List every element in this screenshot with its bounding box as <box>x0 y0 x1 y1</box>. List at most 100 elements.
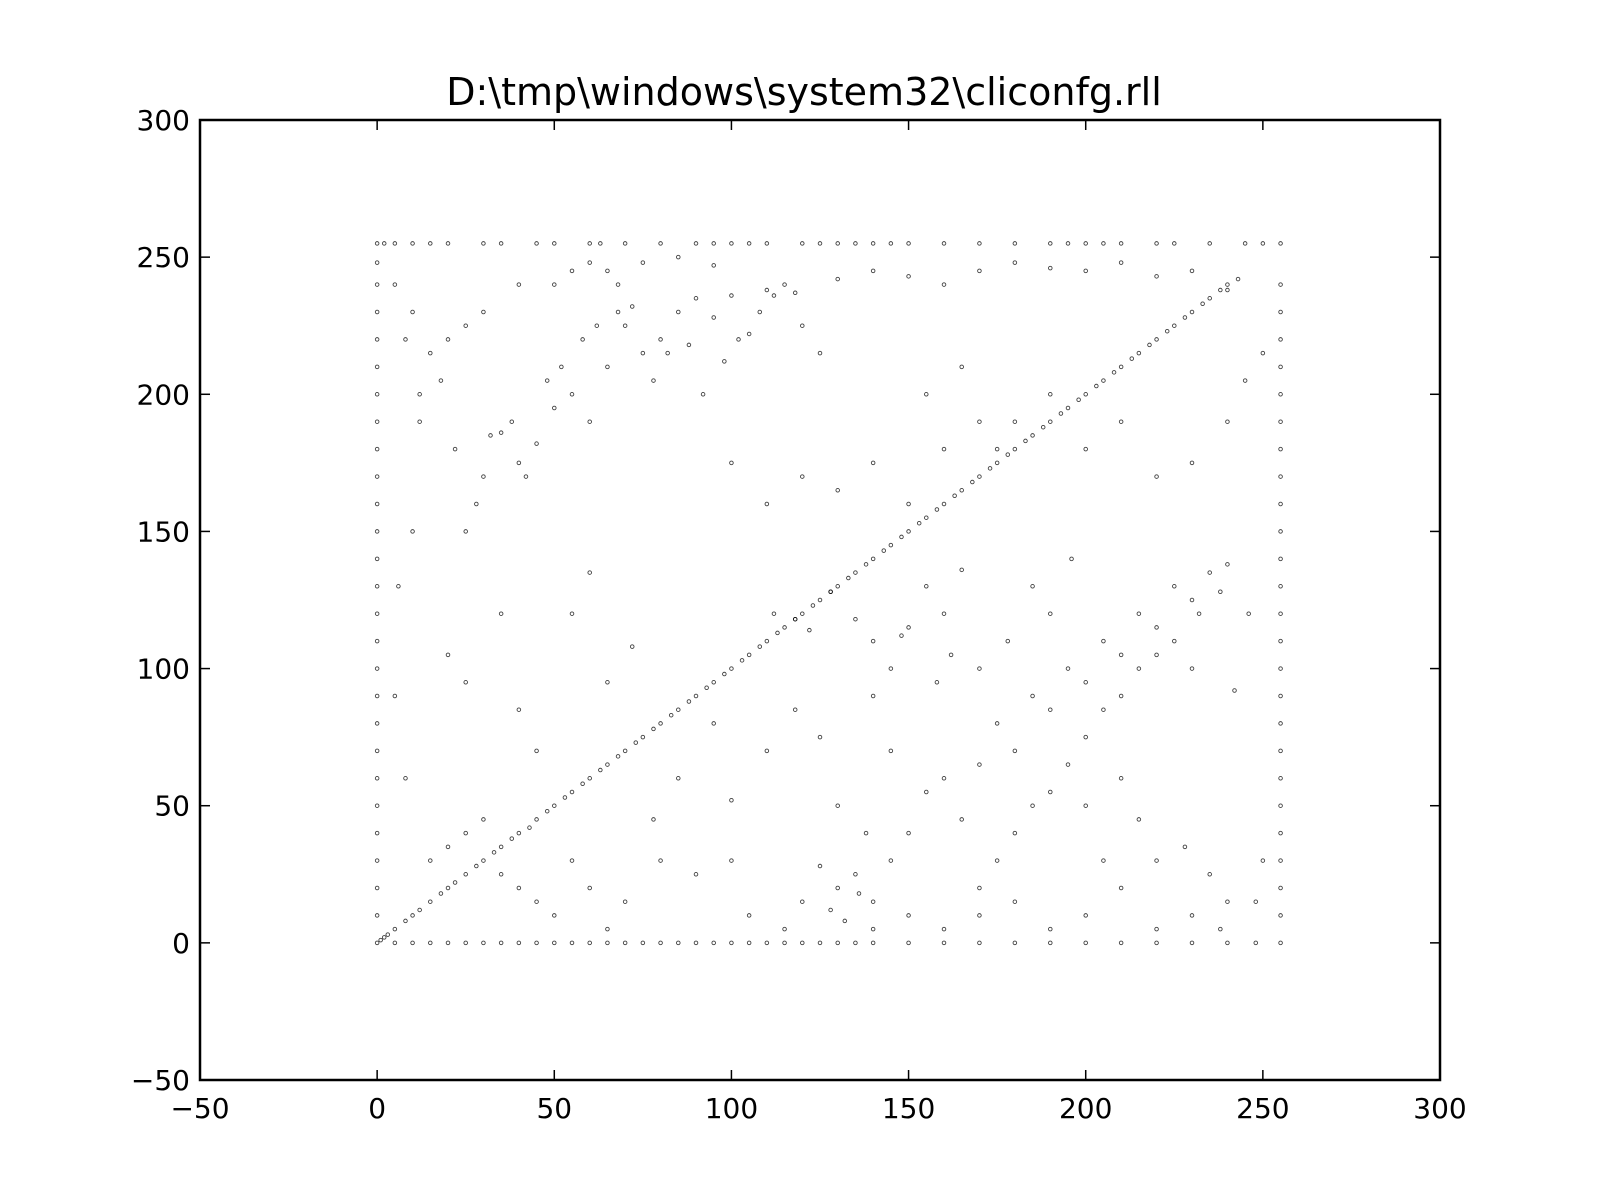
data-point <box>700 392 706 397</box>
data-point <box>792 290 798 296</box>
data-point <box>651 726 656 732</box>
data-point <box>587 940 592 946</box>
data-point <box>977 913 982 918</box>
data-point <box>374 337 380 342</box>
data-point <box>977 419 982 424</box>
y-tick-label: −50 <box>131 1064 190 1097</box>
data-point <box>381 935 387 940</box>
y-tick-label: 250 <box>137 241 190 274</box>
data-point <box>445 337 451 342</box>
data-point <box>736 337 741 342</box>
data-point <box>977 241 982 246</box>
data-point <box>782 926 787 932</box>
data-point <box>906 913 911 918</box>
data-point <box>552 282 557 287</box>
data-point <box>676 254 681 260</box>
data-point <box>622 323 628 328</box>
data-point <box>1225 940 1230 946</box>
data-point <box>764 748 770 754</box>
data-point <box>1048 392 1053 397</box>
data-point <box>1218 926 1223 932</box>
data-point <box>1083 446 1088 452</box>
data-point <box>899 633 904 638</box>
data-point <box>782 940 787 946</box>
data-point <box>452 446 458 452</box>
data-point <box>1083 940 1088 946</box>
data-point <box>693 296 699 301</box>
data-point <box>374 803 380 808</box>
x-tick-label: 250 <box>1236 1092 1289 1125</box>
data-point <box>587 419 592 424</box>
data-point <box>1048 789 1053 795</box>
data-point <box>888 542 894 548</box>
data-point <box>994 721 1000 726</box>
data-point <box>1040 424 1046 430</box>
data-point <box>817 863 823 869</box>
data-point <box>1278 748 1283 754</box>
data-point <box>977 940 982 946</box>
data-point <box>1182 844 1188 850</box>
data-point <box>1225 419 1230 424</box>
data-point <box>374 529 380 534</box>
data-point <box>445 885 451 891</box>
data-point <box>1101 707 1106 712</box>
data-point <box>1278 776 1283 781</box>
data-point <box>1065 241 1071 246</box>
data-point <box>1189 460 1195 466</box>
data-point <box>870 556 876 562</box>
data-point <box>676 776 681 781</box>
data-point <box>498 430 504 435</box>
x-tick-label: 50 <box>536 1092 572 1125</box>
data-point <box>1218 589 1223 595</box>
data-point <box>870 241 876 246</box>
data-point <box>1118 693 1124 699</box>
data-point <box>374 584 380 589</box>
data-point <box>1164 328 1170 334</box>
data-point <box>948 652 954 658</box>
y-tick-label: 200 <box>137 378 190 411</box>
data-point <box>658 940 663 946</box>
data-point <box>1278 446 1283 452</box>
data-point <box>1232 688 1237 693</box>
data-point <box>569 789 575 795</box>
data-point <box>445 844 451 850</box>
data-point <box>729 858 734 863</box>
data-point <box>1083 734 1088 740</box>
data-point <box>906 830 911 836</box>
data-point <box>1278 885 1283 891</box>
data-point <box>764 940 770 946</box>
data-point <box>676 309 681 315</box>
data-point <box>693 872 699 877</box>
data-point <box>959 488 964 493</box>
data-point <box>481 309 486 315</box>
data-point <box>651 378 656 383</box>
data-point <box>934 507 940 512</box>
data-point <box>1278 638 1283 644</box>
data-point <box>906 529 911 534</box>
data-point <box>463 529 468 534</box>
data-point <box>729 460 734 466</box>
data-point <box>1189 940 1195 946</box>
data-point <box>580 781 585 787</box>
data-point <box>417 419 422 424</box>
x-tick-label: 0 <box>368 1092 386 1125</box>
data-point <box>1154 274 1159 279</box>
data-point <box>924 789 929 795</box>
data-point <box>888 858 894 863</box>
data-point <box>615 282 621 287</box>
data-point <box>374 940 380 946</box>
data-point <box>792 707 798 712</box>
data-point <box>1189 309 1195 315</box>
data-point <box>686 342 692 348</box>
data-point <box>764 241 770 246</box>
data-point <box>1189 913 1195 918</box>
data-point <box>916 520 922 526</box>
data-point <box>544 378 550 383</box>
data-point <box>906 274 911 279</box>
data-point <box>1253 940 1259 946</box>
data-point <box>1278 913 1283 918</box>
data-point <box>853 570 858 575</box>
data-point <box>1118 652 1124 658</box>
data-point <box>658 721 663 726</box>
data-point <box>817 597 823 603</box>
